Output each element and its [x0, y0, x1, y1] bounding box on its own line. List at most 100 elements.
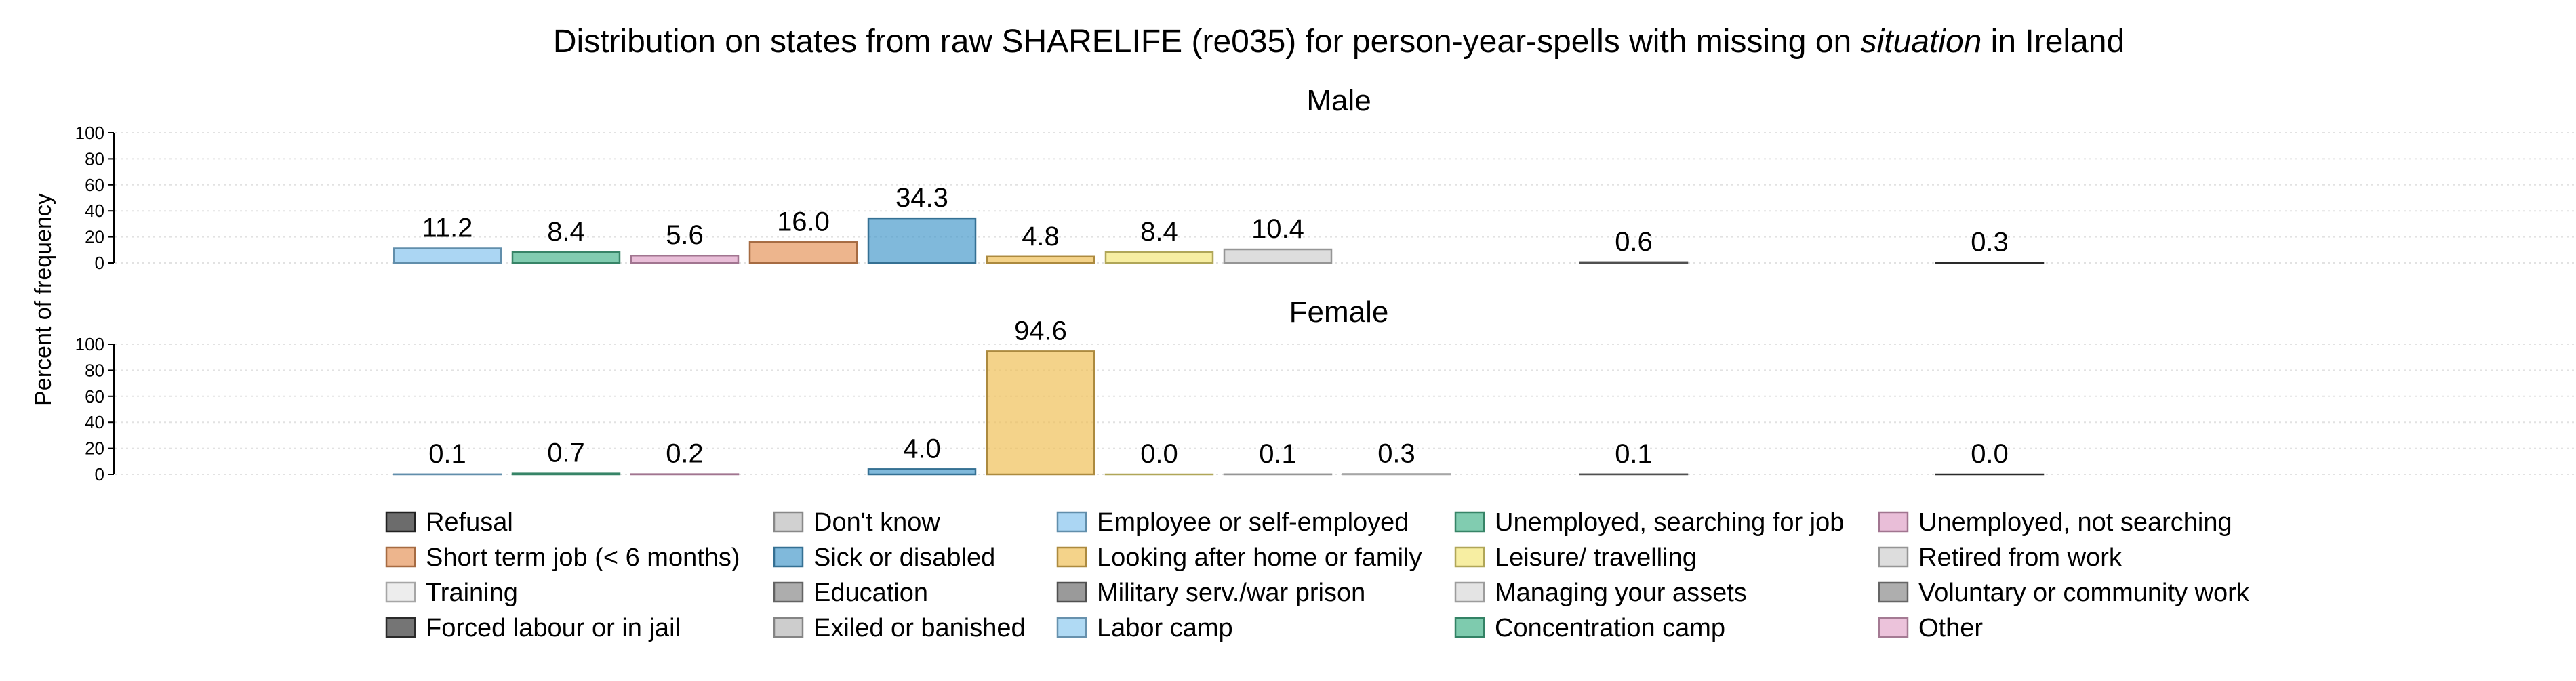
legend-item-short-term-job-6-months: Short term job (< 6 months): [386, 543, 740, 572]
y-tick-label: 20: [85, 227, 104, 247]
legend-swatch: [1455, 512, 1484, 531]
legend-item-managing-your-assets: Managing your assets: [1455, 579, 1747, 607]
legend: Refusal Don't know Employee or self-employ…: [386, 508, 2250, 642]
y-tick-label: 0: [95, 253, 104, 273]
bar-value-label: 0.6: [1615, 227, 1653, 257]
legend-label: Looking after home or family: [1097, 543, 1422, 572]
legend-label: Training: [426, 579, 518, 607]
legend-swatch: [386, 618, 415, 637]
y-axis-label: Percent of frequency: [31, 193, 56, 406]
legend-item-labor-camp: Labor camp: [1058, 614, 1233, 642]
bar-employee-or-self-employed: [394, 248, 501, 263]
y-tick-label: 80: [85, 148, 104, 169]
bar-value-label: 11.2: [422, 213, 473, 243]
legend-swatch: [1879, 618, 1908, 637]
chart-title-part-1: situation: [1861, 24, 1982, 60]
legend-label: Don't know: [813, 508, 940, 537]
legend-swatch: [1058, 618, 1086, 637]
legend-swatch: [1455, 548, 1484, 566]
legend-swatch: [1058, 548, 1086, 566]
legend-item-military-serv-war-prison: Military serv./war prison: [1058, 579, 1365, 607]
legend-swatch: [774, 583, 803, 602]
legend-swatch: [774, 548, 803, 566]
y-tick-label: 60: [85, 175, 104, 195]
legend-swatch: [386, 512, 415, 531]
legend-item-other: Other: [1879, 614, 1983, 642]
bar-sick-or-disabled: [868, 469, 975, 474]
legend-label: Concentration camp: [1495, 614, 1725, 642]
y-tick-label: 80: [85, 360, 104, 380]
y-tick-label: 40: [85, 412, 104, 432]
legend-item-forced-labour-or-in-jail: Forced labour or in jail: [386, 614, 681, 642]
y-tick-label: 20: [85, 438, 104, 459]
legend-swatch: [1879, 583, 1908, 602]
bar-looking-after-home-or-family: [987, 257, 1094, 263]
legend-item-leisure-travelling: Leisure/ travelling: [1455, 543, 1697, 572]
legend-swatch: [1455, 583, 1484, 602]
legend-item-retired-from-work: Retired from work: [1879, 543, 2122, 572]
legend-label: Unemployed, not searching: [1918, 508, 2232, 537]
legend-label: Military serv./war prison: [1097, 579, 1365, 607]
y-tick-label: 100: [75, 334, 104, 354]
bar-value-label: 0.7: [547, 438, 585, 468]
legend-label: Managing your assets: [1495, 579, 1747, 607]
legend-item-education: Education: [774, 579, 928, 607]
legend-label: Employee or self-employed: [1097, 508, 1409, 537]
legend-label: Forced labour or in jail: [426, 614, 681, 642]
bar-leisure-travelling: [1106, 252, 1213, 263]
legend-swatch: [1058, 512, 1086, 531]
legend-label: Voluntary or community work: [1918, 579, 2250, 607]
legend-label: Retired from work: [1918, 543, 2122, 572]
legend-label: Exiled or banished: [813, 614, 1026, 642]
legend-swatch: [1879, 512, 1908, 531]
bar-military-serv-war-prison: [1580, 262, 1687, 263]
legend-label: Education: [813, 579, 928, 607]
bar-unemployed-not-searching: [631, 255, 738, 263]
legend-label: Other: [1918, 614, 1983, 642]
y-tick-label: 60: [85, 386, 104, 407]
legend-label: Labor camp: [1097, 614, 1233, 642]
legend-label: Leisure/ travelling: [1495, 543, 1697, 572]
bar-value-label: 0.0: [1971, 439, 2009, 469]
legend-label: Unemployed, searching for job: [1495, 508, 1844, 537]
legend-item-voluntary-or-community-work: Voluntary or community work: [1879, 579, 2250, 607]
legend-item-looking-after-home-or-family: Looking after home or family: [1058, 543, 1422, 572]
bar-value-label: 8.4: [547, 217, 585, 247]
bar-value-label: 16.0: [777, 207, 830, 236]
bar-value-label: 8.4: [1140, 217, 1178, 247]
legend-label: Short term job (< 6 months): [426, 543, 740, 572]
chart-title-part-0: Distribution on states from raw SHARELIF…: [553, 24, 1861, 60]
legend-item-don-t-know: Don't know: [774, 508, 940, 537]
legend-swatch: [386, 548, 415, 566]
legend-item-unemployed-searching-for-job: Unemployed, searching for job: [1455, 508, 1844, 537]
bar-short-term-job-6-months: [750, 242, 857, 263]
legend-item-sick-or-disabled: Sick or disabled: [774, 543, 995, 572]
y-tick-label: 40: [85, 201, 104, 221]
legend-swatch: [386, 583, 415, 602]
legend-item-training: Training: [386, 579, 518, 607]
legend-swatch: [1058, 583, 1086, 602]
panel-title: Male: [1306, 84, 1371, 117]
bar-unemployed-searching-for-job: [512, 252, 620, 263]
legend-item-concentration-camp: Concentration camp: [1455, 614, 1725, 642]
bar-value-label: 5.6: [666, 220, 704, 250]
legend-swatch: [1879, 548, 1908, 566]
legend-label: Sick or disabled: [813, 543, 995, 572]
bar-value-label: 4.8: [1022, 222, 1060, 251]
legend-item-refusal: Refusal: [386, 508, 513, 537]
bar-value-label: 0.1: [1259, 439, 1297, 469]
bar-sick-or-disabled: [868, 218, 975, 263]
legend-item-employee-or-self-employed: Employee or self-employed: [1058, 508, 1409, 537]
bar-retired-from-work: [1224, 249, 1331, 263]
bar-value-label: 0.2: [666, 439, 704, 469]
bar-looking-after-home-or-family: [987, 351, 1094, 474]
legend-item-unemployed-not-searching: Unemployed, not searching: [1879, 508, 2232, 537]
legend-swatch: [774, 618, 803, 637]
y-tick-label: 100: [75, 123, 104, 143]
chart-title-part-2: in Ireland: [1981, 24, 2125, 60]
bar-value-label: 0.1: [428, 439, 466, 469]
